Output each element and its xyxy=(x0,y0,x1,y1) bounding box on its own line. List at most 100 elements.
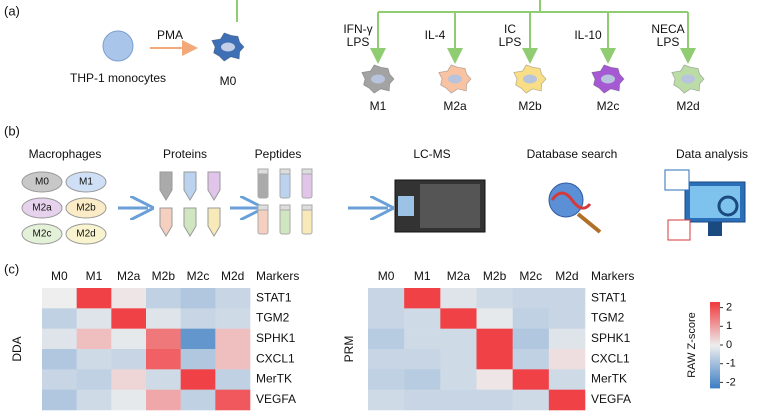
label: Macrophages xyxy=(29,147,102,161)
heat-cell xyxy=(440,389,477,411)
chart-card xyxy=(667,219,691,241)
row-label: SPHK1 xyxy=(256,331,296,345)
panel-label: (c) xyxy=(4,261,19,276)
colorbar-step xyxy=(710,336,720,339)
row-header: Markers xyxy=(591,269,634,283)
colorbar-step xyxy=(710,327,720,331)
heat-cell xyxy=(42,288,77,309)
heat-cell xyxy=(476,349,513,370)
label: NECA xyxy=(651,22,684,36)
colorbar-step xyxy=(710,342,720,346)
monocyte xyxy=(102,30,134,62)
colorbar-step xyxy=(710,375,720,378)
vial xyxy=(279,171,291,199)
heat-cell xyxy=(440,369,477,390)
colorbar-step xyxy=(710,370,720,374)
column-label: M2d xyxy=(555,269,578,283)
colorbar-step xyxy=(710,308,720,311)
heat-cell xyxy=(76,288,112,309)
column-label: M2a xyxy=(117,269,141,283)
tube xyxy=(159,171,173,201)
colorbar-step xyxy=(710,347,720,350)
colorbar-step xyxy=(710,366,720,370)
vial xyxy=(257,171,269,199)
nucleus xyxy=(681,74,695,84)
colorbar-step xyxy=(710,377,720,380)
colorbar-step xyxy=(710,360,720,363)
colorbar-step xyxy=(710,385,720,389)
ms-front xyxy=(420,184,480,228)
colorbar-tick-label: 0 xyxy=(726,339,732,351)
lens xyxy=(717,195,739,217)
label: M2a xyxy=(443,99,467,113)
row-label: VEGFA xyxy=(256,392,296,406)
colorbar-step xyxy=(710,383,720,387)
row-label: MerTK xyxy=(591,372,627,386)
nucleus xyxy=(371,74,385,84)
label: LPS xyxy=(499,35,522,49)
tube xyxy=(183,207,197,237)
label: M1 xyxy=(79,177,93,188)
heat-cell xyxy=(440,328,477,350)
label: LPS xyxy=(657,35,680,49)
dish xyxy=(65,223,107,245)
protein xyxy=(550,191,592,210)
colorbar-step xyxy=(710,319,720,322)
tube xyxy=(159,207,173,237)
nucleus xyxy=(523,74,537,84)
heat-cell xyxy=(476,369,513,390)
heat-cell xyxy=(404,308,441,329)
heat-cell xyxy=(42,308,77,329)
heat-cell xyxy=(42,389,77,411)
label: LPS xyxy=(347,35,370,49)
heat-cell xyxy=(111,288,147,309)
colorbar-tick-label: 1 xyxy=(726,320,732,332)
row-label: MerTK xyxy=(256,372,292,386)
dish xyxy=(65,197,107,219)
colorbar-step xyxy=(710,351,720,354)
vial xyxy=(301,171,313,199)
heat-cell xyxy=(111,328,147,350)
heat-cell xyxy=(146,328,181,350)
heat-cell xyxy=(76,389,112,411)
dish xyxy=(21,197,63,219)
vial-cap xyxy=(279,168,291,175)
label: M2c xyxy=(597,99,620,113)
heat-cell xyxy=(548,349,586,370)
row-label: SPHK1 xyxy=(591,331,631,345)
label: M0 xyxy=(220,74,237,88)
colorbar-step xyxy=(710,340,720,344)
column-label: M2b xyxy=(483,269,507,283)
colorbar-step xyxy=(710,332,720,335)
label: IFN-γ xyxy=(343,22,372,36)
colorbar-step xyxy=(710,357,720,361)
heat-cell xyxy=(180,328,216,350)
label: Proteins xyxy=(163,147,207,161)
label: M0 xyxy=(35,177,49,188)
vial xyxy=(301,207,313,235)
vial-cap xyxy=(279,204,291,211)
nucleus xyxy=(221,42,235,52)
dish xyxy=(65,171,107,193)
column-label: M2a xyxy=(447,269,471,283)
colorbar-step xyxy=(710,334,720,337)
heat-cell xyxy=(512,288,550,309)
colorbar-step xyxy=(710,302,720,305)
heat-cell xyxy=(548,328,586,350)
heat-cell xyxy=(548,288,586,309)
label: M2d xyxy=(676,99,699,113)
colorbar-step xyxy=(710,306,720,309)
label: Data analysis xyxy=(676,147,748,161)
label: M2a xyxy=(32,203,52,214)
heat-cell xyxy=(368,308,405,329)
colorbar-tick-label: -1 xyxy=(726,358,736,370)
label: M2b xyxy=(518,99,542,113)
colorbar-label: RAW Z-score xyxy=(686,312,698,378)
vial-cap xyxy=(257,168,269,175)
colorbar-step xyxy=(710,368,720,372)
heat-cell xyxy=(76,308,112,329)
column-label: M2d xyxy=(221,269,244,283)
heat-cell xyxy=(215,288,251,309)
heat-cell xyxy=(111,369,147,390)
